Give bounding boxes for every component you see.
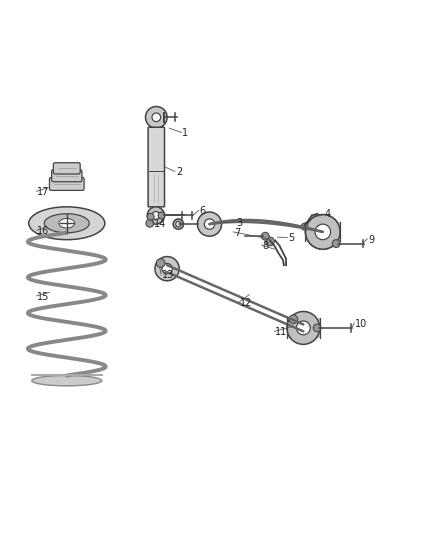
Text: 13: 13 [162, 270, 174, 280]
Text: 10: 10 [355, 319, 367, 328]
Circle shape [173, 219, 184, 229]
Text: 16: 16 [37, 226, 49, 236]
Circle shape [266, 237, 274, 246]
Ellipse shape [59, 219, 74, 228]
Circle shape [301, 223, 308, 230]
Circle shape [289, 315, 298, 324]
Circle shape [287, 311, 320, 344]
Circle shape [204, 219, 215, 229]
Text: 17: 17 [37, 187, 50, 197]
Text: 3: 3 [236, 218, 242, 228]
Circle shape [162, 263, 172, 274]
Circle shape [145, 107, 167, 128]
Circle shape [313, 324, 321, 332]
Bar [305, 222, 340, 241]
Circle shape [158, 212, 165, 219]
Text: 11: 11 [275, 327, 287, 337]
Text: 12: 12 [240, 298, 252, 308]
Circle shape [155, 256, 179, 281]
Text: 8: 8 [262, 241, 268, 251]
Circle shape [305, 215, 340, 249]
Circle shape [152, 212, 160, 220]
FancyBboxPatch shape [148, 127, 165, 207]
Text: 7: 7 [234, 228, 240, 238]
Circle shape [147, 213, 154, 220]
Text: 6: 6 [200, 206, 206, 216]
Circle shape [146, 220, 154, 227]
FancyBboxPatch shape [49, 177, 84, 190]
Ellipse shape [29, 207, 105, 240]
Circle shape [198, 212, 222, 236]
Text: 2: 2 [176, 167, 182, 177]
FancyBboxPatch shape [52, 169, 82, 182]
Text: 5: 5 [288, 233, 294, 244]
Circle shape [156, 259, 165, 268]
Text: 14: 14 [154, 219, 166, 229]
Circle shape [315, 224, 331, 240]
Ellipse shape [44, 214, 89, 233]
Text: 15: 15 [37, 292, 50, 302]
Circle shape [152, 113, 161, 122]
Text: 4: 4 [325, 209, 331, 219]
Circle shape [147, 207, 165, 224]
Circle shape [176, 222, 181, 227]
Bar [287, 318, 320, 338]
FancyBboxPatch shape [53, 163, 80, 174]
Circle shape [315, 224, 331, 240]
Text: 1: 1 [182, 128, 188, 138]
Circle shape [305, 215, 340, 249]
Circle shape [332, 240, 340, 247]
Text: 9: 9 [368, 235, 374, 245]
Ellipse shape [32, 375, 102, 386]
Circle shape [261, 232, 269, 240]
Circle shape [297, 321, 310, 335]
Bar [154, 128, 159, 163]
